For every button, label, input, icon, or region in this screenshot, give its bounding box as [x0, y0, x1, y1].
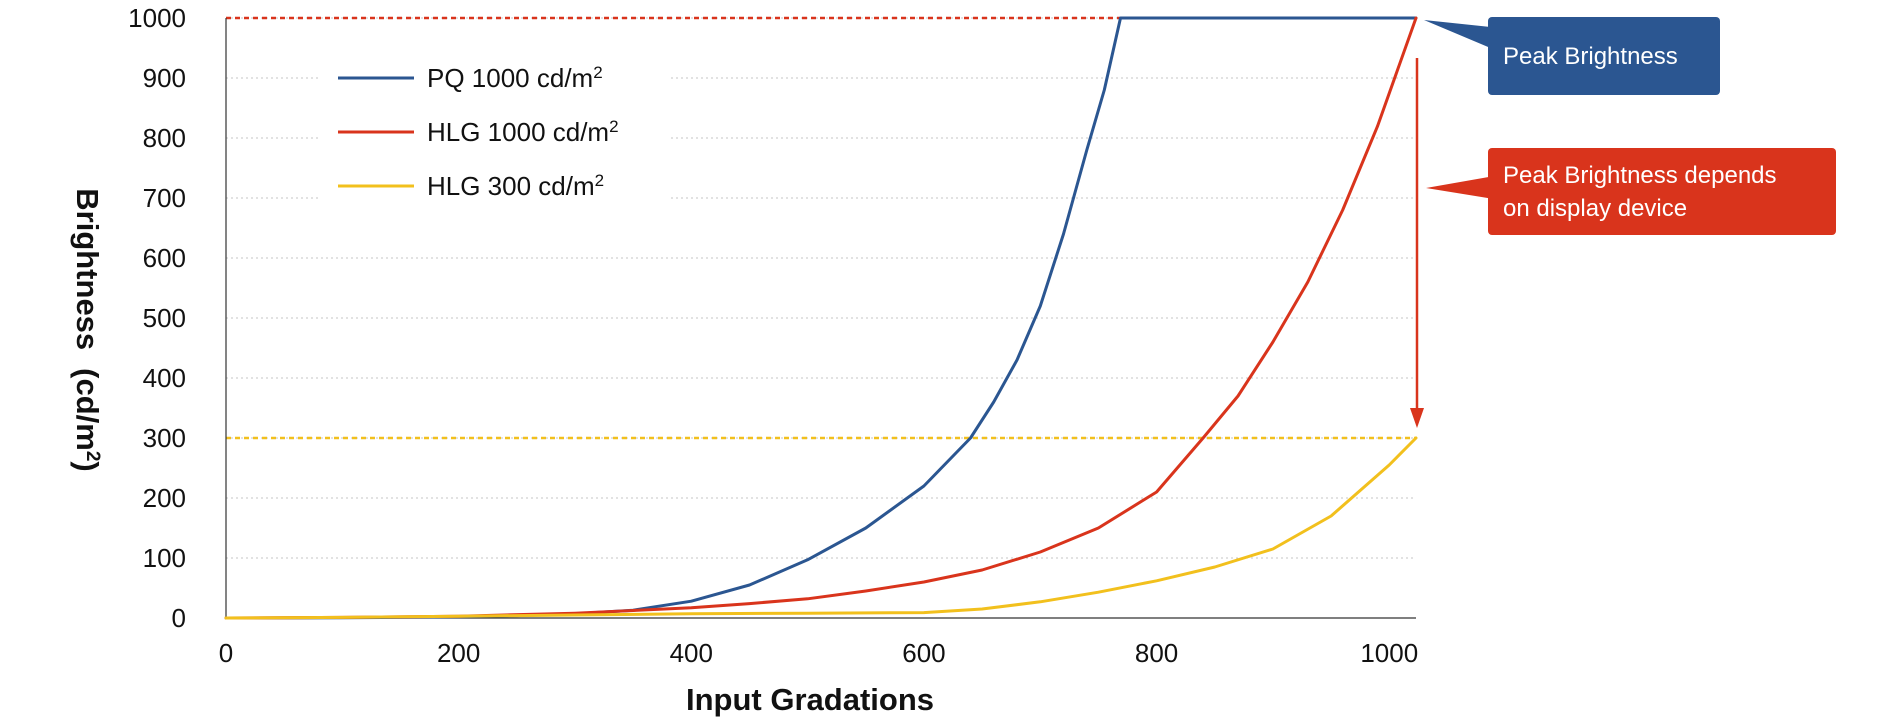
series-lines [224, 16, 1418, 620]
series-line-2 [224, 436, 1418, 620]
legend-background [320, 55, 670, 215]
x-tick-label: 400 [670, 638, 713, 668]
callout-peak-brightness-pointer [1424, 20, 1500, 52]
x-tick-label: 800 [1135, 638, 1178, 668]
x-tick-label: 600 [902, 638, 945, 668]
y-tick-label: 800 [143, 123, 186, 153]
y-axis-title-unit-close: ) [70, 461, 105, 471]
legend-label-main: HLG 1000 cd/m [427, 117, 609, 147]
y-tick-label: 100 [143, 543, 186, 573]
x-tick-label: 0 [219, 638, 233, 668]
callout-peak-brightness: Peak Brightness [1424, 17, 1720, 95]
y-tick-label: 500 [143, 303, 186, 333]
peak-drop-arrow [1410, 58, 1424, 428]
y-tick-label: 300 [143, 423, 186, 453]
legend-label-2: HLG 300 cd/m2 [427, 171, 604, 202]
callout-display-dependence-text-line1: Peak Brightness depends [1503, 162, 1777, 189]
legend-label-sup: 2 [609, 117, 618, 136]
y-axis-title-unit: (cd/m [70, 368, 105, 451]
legend-label-0: PQ 1000 cd/m2 [427, 63, 603, 94]
x-tick-label: 200 [437, 638, 480, 668]
x-tick-label: 1000 [1360, 638, 1418, 668]
callout-peak-brightness-box [1488, 17, 1720, 95]
y-tick-label: 600 [143, 243, 186, 273]
legend-label-1: HLG 1000 cd/m2 [427, 117, 619, 148]
callout-peak-brightness-text: Peak Brightness [1503, 43, 1678, 70]
y-tick-label: 400 [143, 363, 186, 393]
x-tick-labels: 0 200 400 600 800 1000 [219, 638, 1418, 668]
series-line-1 [224, 16, 1418, 620]
legend-label-main: PQ 1000 cd/m [427, 63, 593, 93]
legend-label-sup: 2 [593, 63, 602, 82]
legend-label-sup: 2 [595, 171, 604, 190]
y-tick-label: 700 [143, 183, 186, 213]
x-axis-title: Input Gradations [686, 682, 934, 717]
y-axis-title: Brightness (cd/m2) [70, 188, 105, 472]
y-tick-labels: 0 100 200 300 400 500 600 700 800 900 1000 [128, 3, 186, 633]
callout-display-dependence-text-line2: on display device [1503, 195, 1687, 222]
y-tick-label: 900 [143, 63, 186, 93]
y-tick-label: 200 [143, 483, 186, 513]
y-axis-title-main: Brightness [70, 188, 105, 350]
y-tick-label: 0 [172, 603, 186, 633]
y-tick-label: 1000 [128, 3, 186, 33]
callout-display-dependence-box [1488, 148, 1836, 235]
callout-display-dependence: Peak Brightness depends on display devic… [1426, 148, 1836, 235]
callout-display-dependence-pointer [1426, 175, 1500, 200]
legend-label-main: HLG 300 cd/m [427, 171, 595, 201]
arrow-head [1410, 408, 1424, 428]
y-axis-title-unit-sup: 2 [83, 451, 104, 462]
